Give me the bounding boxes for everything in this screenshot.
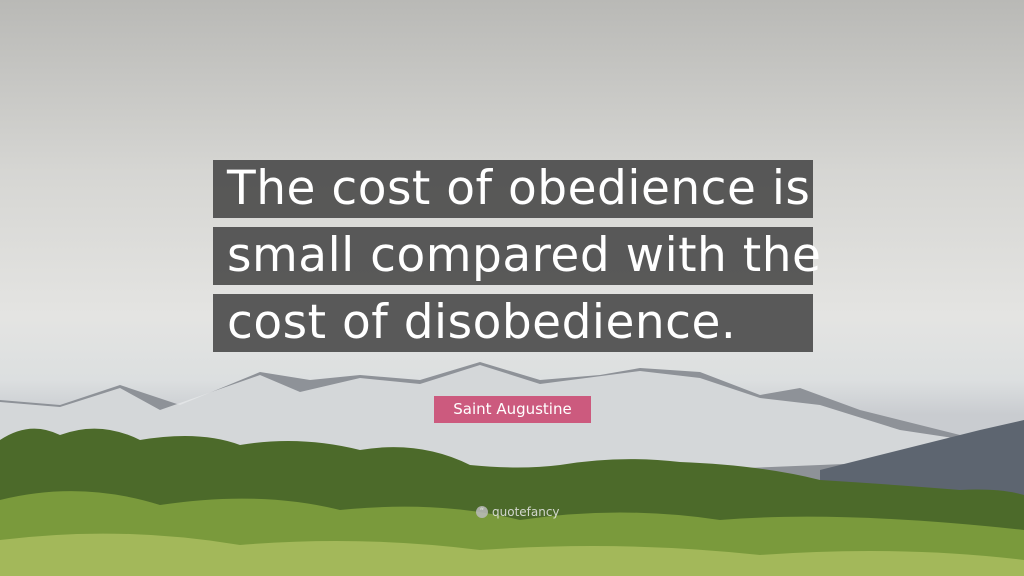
brand-watermark: “ quotefancy [476,505,560,519]
quote-line: The cost of obedience is [213,160,813,218]
quote-mark-icon: “ [476,506,488,518]
author-badge: Saint Augustine [434,396,591,423]
quote-text: The cost of obedience is small compared … [213,160,821,361]
quote-line: small compared with the [213,227,821,285]
brand-name: quotefancy [492,505,560,519]
quote-line: cost of disobedience. [213,294,813,352]
